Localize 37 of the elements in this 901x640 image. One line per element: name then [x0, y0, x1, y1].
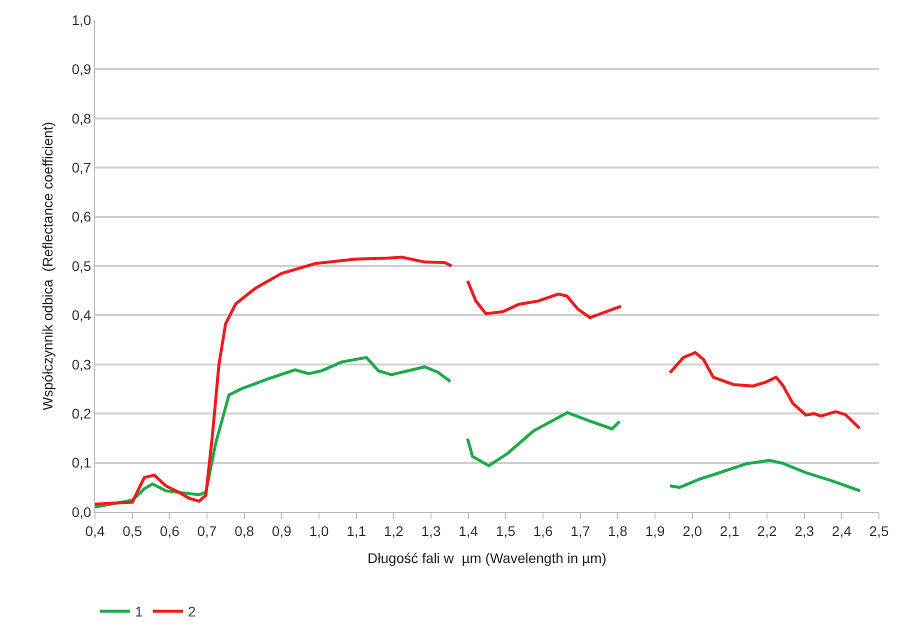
x-tick-label: 1,5 [496, 522, 516, 539]
x-tick-label: 1,1 [346, 522, 366, 539]
y-tick-label: 0,0 [72, 504, 92, 520]
x-axis-title: Długość fali w µm (Wavelength in µm) [368, 550, 606, 566]
x-tick-label: 2,4 [832, 522, 852, 539]
x-tick-label: 1,9 [645, 522, 665, 539]
x-tick-label: 2,1 [720, 522, 740, 539]
y-tick-label: 0,6 [72, 208, 92, 225]
y-tick-label: 0,2 [72, 406, 92, 422]
x-tick-label: 0,7 [197, 522, 217, 539]
y-tick-label: 0,4 [72, 307, 92, 324]
x-tick-label: 0,5 [122, 522, 142, 539]
x-tick-label: 0,9 [272, 522, 292, 539]
x-tick-label: 2,3 [794, 522, 814, 539]
x-tick-label: 2,0 [682, 522, 702, 539]
x-tick-label: 2,5 [869, 522, 889, 539]
x-tick-label: 2,2 [757, 522, 777, 539]
x-tick-label: 1,8 [608, 522, 628, 539]
x-tick-label: 0,4 [85, 522, 105, 539]
x-tick-label: 1,3 [421, 522, 441, 539]
y-tick-label: 0,9 [72, 61, 92, 78]
y-tick-label: 0,1 [72, 454, 92, 471]
legend-label: 1 [135, 604, 143, 620]
x-tick-label: 1,7 [570, 522, 590, 539]
y-tick-label: 1,0 [72, 12, 92, 28]
y-axis-title: Współczynnik odbica (Reflectance coefficient) [39, 122, 56, 410]
y-tick-label: 0,5 [72, 258, 92, 274]
y-tick-label: 0,7 [72, 160, 92, 176]
y-tick-label: 0,3 [72, 356, 92, 372]
y-tick-label: 0,8 [72, 110, 92, 126]
x-tick-label: 0,6 [160, 522, 180, 539]
x-tick-label: 1,4 [458, 522, 478, 539]
x-tick-label: 1,6 [533, 522, 553, 539]
x-tick-label: 1,2 [384, 522, 404, 539]
x-tick-label: 1,0 [309, 522, 329, 539]
legend-label: 2 [188, 604, 196, 620]
x-tick-label: 0,8 [234, 522, 254, 539]
